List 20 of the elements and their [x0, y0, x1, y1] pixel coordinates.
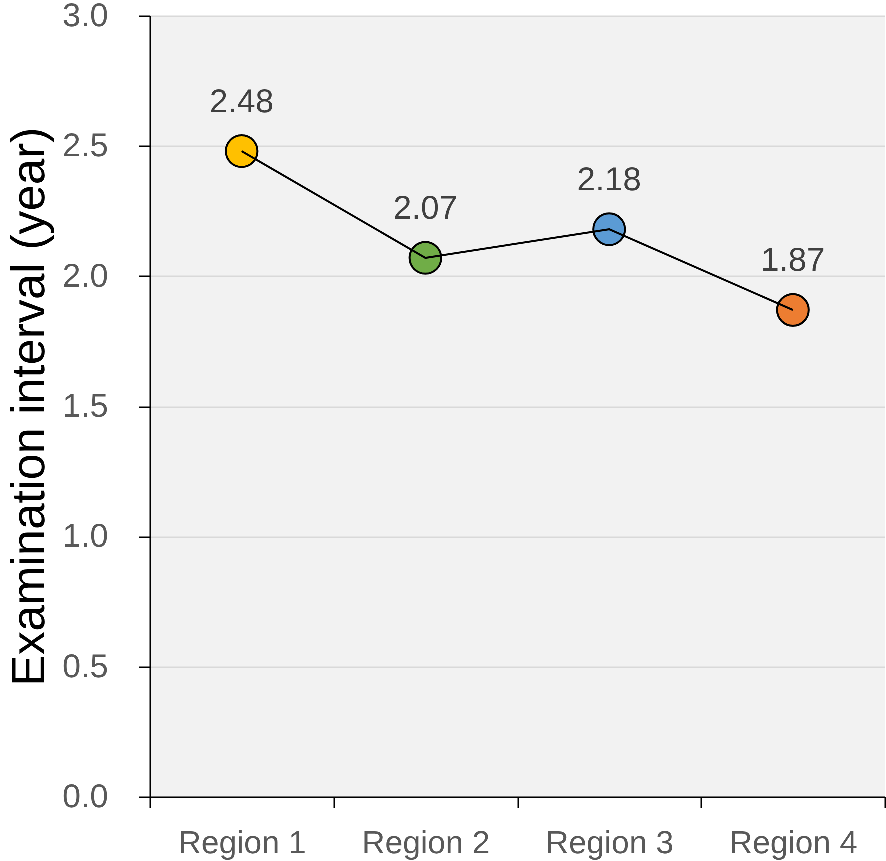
point — [776, 293, 810, 327]
point — [225, 134, 259, 168]
y-tick-label: 2.5 — [62, 126, 108, 164]
y-tick-label: 1.0 — [62, 517, 108, 554]
data-label: 2.18 — [577, 160, 642, 198]
x-tick-label: Region 1 — [178, 824, 306, 860]
y-tick-label: 3.0 — [62, 0, 108, 34]
y-tick-label: 0.0 — [62, 778, 108, 814]
data-label: 2.07 — [394, 189, 458, 226]
y-tick-label: 1.5 — [62, 387, 108, 424]
y-tick-label: 2.0 — [62, 256, 108, 294]
data-label: 1.87 — [761, 241, 826, 278]
y-tick-label: 0.5 — [62, 647, 108, 684]
point — [592, 212, 626, 246]
point — [408, 241, 442, 275]
x-tick-label: Region 3 — [546, 824, 674, 860]
x-tick-label: Region 2 — [362, 824, 490, 860]
data-label: 2.48 — [210, 82, 274, 120]
x-tick-label: Region 4 — [730, 824, 858, 860]
y-axis-title: Examination interval (year) — [2, 128, 55, 686]
